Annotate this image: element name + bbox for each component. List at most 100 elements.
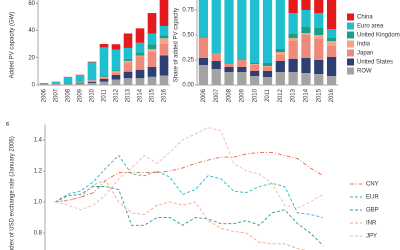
bar-segment bbox=[262, 77, 273, 85]
legend-swatch bbox=[347, 22, 354, 30]
legend-label: Euro area bbox=[357, 24, 384, 30]
bar-segment bbox=[123, 78, 133, 85]
bar-segment bbox=[147, 13, 157, 34]
x-tick-label: 2015 bbox=[316, 88, 322, 102]
bar-segment bbox=[111, 79, 121, 85]
bar-segment bbox=[262, 0, 273, 63]
legend-label: INR bbox=[366, 221, 377, 227]
line bbox=[54, 179, 306, 250]
bar-segment bbox=[159, 0, 169, 27]
x-tick-label: 2007 bbox=[54, 88, 60, 102]
legend-label: GBP bbox=[366, 208, 379, 214]
y-tick-label: 0.50 bbox=[182, 33, 194, 39]
bar-segment bbox=[288, 34, 298, 38]
bar-segment bbox=[288, 41, 298, 59]
bar-segment bbox=[87, 62, 97, 81]
bar-segment bbox=[275, 49, 285, 52]
bar-segment bbox=[198, 0, 209, 38]
bar-segment bbox=[250, 71, 260, 76]
x-tick-label: 2008 bbox=[227, 88, 233, 102]
bar-segment bbox=[135, 52, 145, 56]
bar-segment bbox=[51, 84, 61, 85]
legend-label: Japan bbox=[357, 51, 373, 57]
bar-segment bbox=[275, 72, 285, 85]
bar-segment bbox=[326, 38, 337, 41]
bar-segment bbox=[147, 76, 157, 85]
bar-segment bbox=[135, 42, 145, 53]
bar-segment bbox=[314, 60, 324, 74]
x-tick-label: 2013 bbox=[291, 88, 297, 102]
line bbox=[54, 151, 324, 203]
x-tick-label: 2016 bbox=[329, 88, 335, 102]
bar-segment bbox=[147, 51, 157, 67]
bar-segment bbox=[87, 82, 97, 85]
bar-segment bbox=[237, 67, 247, 72]
legend-label: JPY bbox=[366, 234, 377, 240]
y-tick-label: 0.00 bbox=[182, 83, 194, 89]
bar-segment bbox=[99, 79, 109, 82]
bar-segment bbox=[135, 69, 145, 79]
bar-segment bbox=[39, 82, 49, 85]
x-tick-label: 2015 bbox=[150, 88, 156, 102]
legend-swatch bbox=[347, 67, 354, 75]
bar-segment bbox=[123, 47, 133, 59]
x-tick-label: 2009 bbox=[239, 88, 245, 102]
bar-segment bbox=[159, 35, 169, 39]
bar-segment bbox=[326, 0, 337, 29]
bar-segment bbox=[135, 28, 145, 43]
x-tick-label: 2007 bbox=[214, 88, 220, 102]
bar-segment bbox=[326, 29, 337, 38]
x-tick-label: 2013 bbox=[126, 88, 132, 102]
bar-segment bbox=[237, 60, 247, 67]
bar-segment bbox=[211, 0, 221, 53]
bar-segment bbox=[250, 0, 260, 63]
bar-segment bbox=[198, 58, 209, 65]
y-tick-label: 0 bbox=[32, 83, 36, 89]
bar-segment bbox=[275, 61, 285, 72]
bar-segment bbox=[159, 38, 169, 44]
x-tick-label: 2006 bbox=[42, 88, 48, 102]
bar-segment bbox=[301, 33, 311, 35]
y-tick-label: 0.25 bbox=[182, 58, 194, 64]
x-tick-label: 2008 bbox=[66, 88, 72, 102]
bar-segment bbox=[99, 43, 109, 48]
lines bbox=[54, 127, 324, 250]
bar-segment bbox=[75, 83, 85, 84]
bar-segment bbox=[250, 76, 260, 85]
x-tick-label: 2011 bbox=[265, 88, 271, 102]
bar-segment bbox=[301, 58, 311, 73]
bar-segment bbox=[211, 61, 221, 69]
x-tick-label: 2016 bbox=[162, 88, 168, 102]
x-tick-label: 2010 bbox=[90, 88, 96, 102]
y-tick-label: 1.4 bbox=[34, 138, 43, 144]
bar-segment bbox=[159, 75, 169, 85]
x-tick-label: 2006 bbox=[201, 88, 207, 102]
bar-segment bbox=[198, 38, 209, 58]
y-tick-label: 60 bbox=[28, 1, 35, 7]
bar-segment bbox=[224, 64, 234, 67]
bar-segment bbox=[99, 47, 109, 76]
x-tick-label: 2011 bbox=[102, 88, 108, 102]
y-tick-label: 40 bbox=[28, 28, 35, 34]
legend-swatch bbox=[347, 58, 354, 66]
bar-segment bbox=[111, 44, 121, 50]
bar-segment bbox=[147, 44, 157, 50]
bar-segment bbox=[159, 43, 169, 56]
y-axis-label: Added PV capacity (GW) bbox=[10, 12, 16, 79]
y-axis-label: Share of added PV capacity bbox=[174, 8, 180, 82]
bar-segment bbox=[87, 80, 97, 82]
x-tick-label: 2014 bbox=[304, 88, 310, 102]
bar-segment bbox=[159, 26, 169, 36]
panel-label: c bbox=[6, 122, 10, 128]
bar-segment bbox=[314, 39, 324, 60]
legend-label: United States bbox=[357, 60, 393, 66]
x-tick-label: 2014 bbox=[138, 88, 144, 102]
bar-segment bbox=[314, 0, 324, 13]
y-tick-label: 0.8 bbox=[34, 231, 43, 237]
legend-swatch bbox=[347, 40, 354, 48]
bar-segment bbox=[111, 70, 121, 72]
bar-segment bbox=[111, 74, 121, 80]
bar-segment bbox=[237, 0, 247, 60]
bar-segment bbox=[211, 53, 221, 61]
